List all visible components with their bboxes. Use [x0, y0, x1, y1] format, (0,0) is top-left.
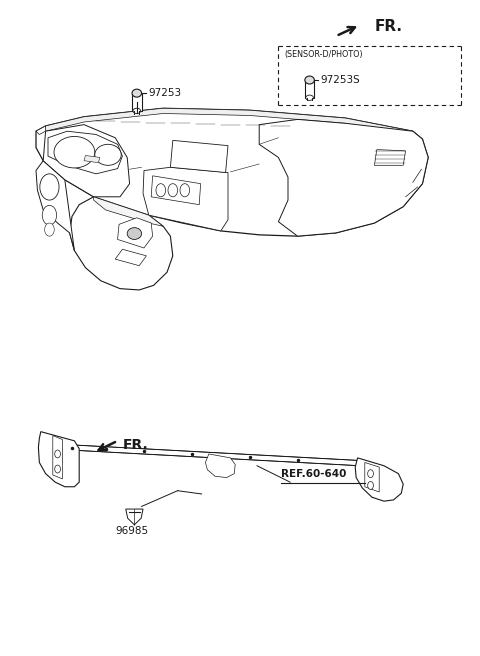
Polygon shape [118, 218, 153, 248]
FancyBboxPatch shape [132, 93, 142, 111]
Circle shape [40, 174, 59, 200]
Ellipse shape [133, 108, 141, 113]
Polygon shape [151, 176, 201, 205]
Ellipse shape [306, 95, 313, 100]
Polygon shape [355, 458, 403, 501]
Polygon shape [365, 462, 379, 492]
Polygon shape [43, 125, 130, 197]
Polygon shape [38, 432, 79, 487]
Text: 97253: 97253 [149, 88, 182, 98]
Circle shape [45, 223, 54, 236]
Polygon shape [205, 454, 235, 478]
Ellipse shape [54, 136, 95, 168]
Circle shape [180, 184, 190, 197]
Text: 97253S: 97253S [321, 75, 360, 85]
Text: REF.60-640: REF.60-640 [281, 469, 346, 479]
Text: FR.: FR. [374, 19, 402, 33]
Circle shape [368, 470, 373, 478]
Polygon shape [36, 126, 46, 134]
Ellipse shape [127, 228, 142, 239]
Text: FR.: FR. [122, 438, 148, 452]
Polygon shape [46, 108, 413, 136]
FancyBboxPatch shape [305, 80, 314, 98]
Ellipse shape [95, 144, 121, 165]
Polygon shape [94, 197, 163, 226]
Polygon shape [36, 161, 74, 251]
Circle shape [55, 450, 60, 458]
Ellipse shape [305, 76, 314, 84]
Polygon shape [84, 155, 100, 163]
Circle shape [156, 184, 166, 197]
Polygon shape [143, 167, 228, 231]
Text: 96985: 96985 [115, 526, 149, 537]
Polygon shape [374, 150, 406, 165]
Polygon shape [36, 108, 428, 236]
Circle shape [55, 465, 60, 473]
Polygon shape [48, 131, 122, 174]
Polygon shape [126, 509, 143, 525]
Polygon shape [115, 249, 146, 266]
Text: (SENSOR-D/PHOTO): (SENSOR-D/PHOTO) [284, 50, 363, 59]
Polygon shape [259, 119, 428, 236]
Ellipse shape [132, 89, 142, 97]
Circle shape [42, 205, 57, 225]
Polygon shape [170, 140, 228, 173]
Polygon shape [46, 443, 360, 466]
Polygon shape [70, 197, 173, 290]
Circle shape [168, 184, 178, 197]
Circle shape [368, 482, 373, 489]
Polygon shape [53, 436, 62, 479]
